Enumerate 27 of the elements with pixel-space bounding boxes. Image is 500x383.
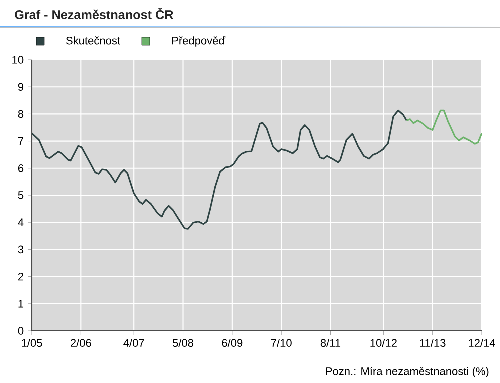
x-tick-label: 2/06	[70, 338, 92, 348]
y-tick-label: 9	[18, 83, 24, 91]
legend-label: Skutečnost	[66, 36, 120, 45]
x-tick-label: 4/07	[124, 338, 144, 348]
y-tick-label: 10	[12, 56, 24, 64]
x-tick-label: 6/09	[222, 338, 243, 348]
chart-title: Graf - Nezaměstnanost ČR	[15, 8, 174, 20]
x-tick-label: 5/08	[172, 338, 194, 348]
x-tick-label: 1/05	[22, 338, 42, 348]
x-tick-label: 8/11	[320, 338, 341, 348]
text: Pozn.: Míra nezaměstnanosti (%)	[326, 367, 489, 378]
x-tick-label: 10/12	[370, 338, 397, 348]
y-tick-label: 1	[18, 300, 24, 308]
line-series	[32, 110, 408, 230]
legend-label: Předpověď	[172, 36, 226, 47]
y-tick-label: 4	[18, 218, 24, 226]
y-tick-label: 5	[18, 192, 24, 200]
y-tick-label: 7	[18, 138, 24, 146]
x-tick-label: 12/14	[469, 338, 496, 348]
line-series	[406, 110, 482, 145]
y-tick-label: 6	[18, 164, 24, 172]
x-tick-label: 7/10	[271, 338, 292, 348]
y-tick-label: 8	[18, 110, 24, 118]
y-tick-label: 3	[18, 246, 24, 254]
x-tick-label: 11/13	[420, 338, 446, 348]
y-tick-label: 2	[18, 272, 24, 281]
y-tick-label: 0	[18, 327, 24, 335]
